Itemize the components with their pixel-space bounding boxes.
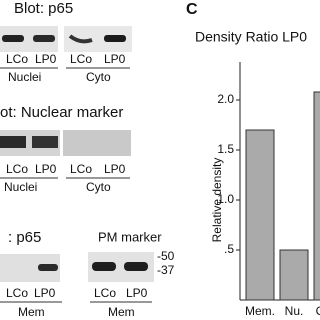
blot-image: [0, 130, 131, 156]
group-label: Mem: [108, 305, 135, 319]
panel-label: C: [186, 1, 198, 18]
lane-label: LP0: [34, 286, 56, 300]
lane-label: LCo: [6, 286, 28, 300]
blot-image: [0, 26, 132, 52]
y-tick-label: 1.5: [217, 142, 234, 156]
lane-label: LCo: [70, 162, 92, 176]
lane-label: LCo: [6, 162, 28, 176]
x-tick-label: Mem.: [245, 304, 275, 318]
blot-image: [0, 252, 154, 282]
size-marker: -50: [157, 249, 175, 263]
group-label: Cyto: [86, 70, 111, 84]
blot-title: ot: Nuclear marker: [0, 104, 123, 121]
group-label: Nuclei: [4, 180, 37, 194]
x-tick-label: Cyto: [316, 304, 320, 318]
lane-label: LCo: [70, 52, 92, 66]
lane-label: LP0: [104, 162, 126, 176]
group-label: Cyto: [86, 180, 111, 194]
lane-label: LCo: [6, 52, 28, 66]
bar: [279, 249, 309, 301]
lane-label: LCo: [94, 286, 116, 300]
y-tick-label: 1.0: [217, 192, 234, 206]
blot-title: : p65: [8, 229, 41, 246]
bar: [313, 91, 320, 301]
lane-label: LP0: [35, 52, 57, 66]
size-marker: -37: [157, 263, 175, 277]
lane-label: LP0: [35, 162, 57, 176]
group-label: Nuclei: [8, 70, 41, 84]
x-tick-label: Nu.: [285, 304, 304, 318]
bar: [245, 129, 275, 301]
chart-title: Density Ratio LP0: [195, 29, 307, 45]
blot-title: Blot: p65: [14, 0, 73, 17]
lane-label: LP0: [104, 52, 126, 66]
y-tick-label: .5: [224, 242, 234, 256]
y-axis-label: Relative density: [210, 158, 224, 243]
group-label: Mem: [18, 305, 45, 319]
blot-title: PM marker: [98, 229, 162, 244]
lane-label: LP0: [126, 286, 148, 300]
y-tick-label: 2.0: [217, 92, 234, 106]
